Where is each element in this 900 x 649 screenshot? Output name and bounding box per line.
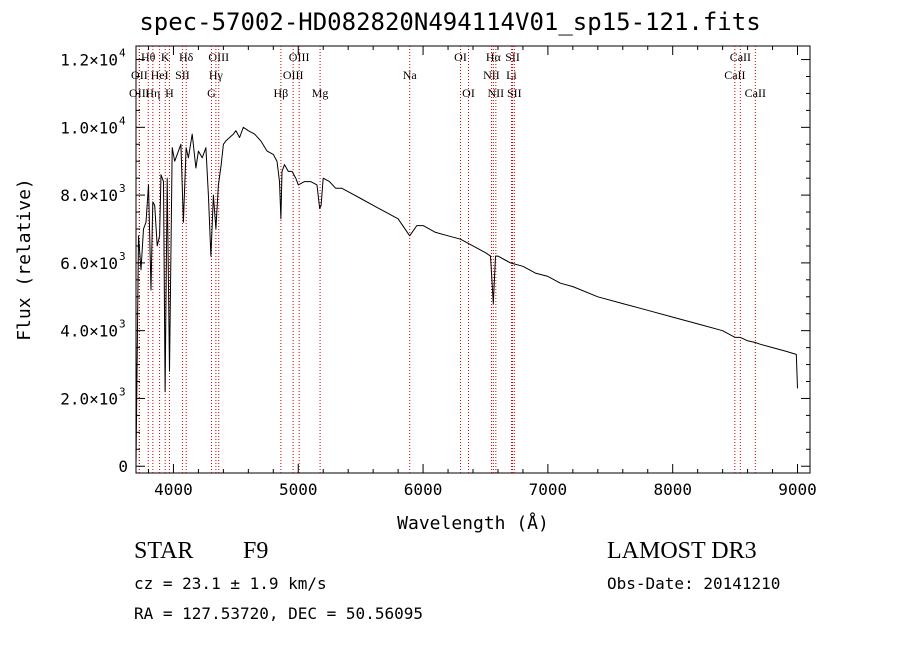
line-label: Hγ xyxy=(209,68,224,82)
survey-name: LAMOST DR3 xyxy=(607,538,757,564)
line-label: OIII xyxy=(208,50,229,64)
line-label: Hα xyxy=(486,50,502,64)
y-tick-label: 1.0×10 xyxy=(60,118,118,137)
line-label: K xyxy=(161,50,170,64)
line-label: Hθ xyxy=(141,50,156,64)
spectrum-line xyxy=(135,126,798,467)
x-tick-label: 4000 xyxy=(154,480,193,499)
line-label: SII xyxy=(507,86,522,100)
line-label: OI xyxy=(462,86,475,100)
line-label: CaII xyxy=(730,50,751,64)
coordinates: RA = 127.53720, DEC = 50.56095 xyxy=(134,604,423,623)
y-tick-exponent: 3 xyxy=(119,250,126,263)
redshift-value: cz = 23.1 ± 1.9 km/s xyxy=(134,574,327,593)
chart-title: spec-57002-HD082820N494114V01_sp15-121.f… xyxy=(139,8,761,36)
obs-date: Obs-Date: 20141210 xyxy=(607,574,781,593)
line-label: G xyxy=(207,86,216,100)
y-tick-exponent: 4 xyxy=(119,47,126,60)
line-label: Na xyxy=(403,68,418,82)
y-tick-label: 0 xyxy=(118,457,128,476)
line-label: Hδ xyxy=(179,50,194,64)
x-tick-label: 6000 xyxy=(404,480,443,499)
line-label: NII xyxy=(488,86,505,100)
x-tick-label: 5000 xyxy=(279,480,318,499)
line-label: OII xyxy=(131,68,148,82)
x-axis-label: Wavelength (Å) xyxy=(397,512,549,534)
y-tick-exponent: 3 xyxy=(119,182,126,195)
line-label: Hβ xyxy=(274,86,289,100)
spectral-subclass: F9 xyxy=(243,538,269,564)
line-label: Hη xyxy=(145,86,160,100)
line-label: CaII xyxy=(724,68,745,82)
x-tick-label: 8000 xyxy=(653,480,692,499)
y-tick-exponent: 3 xyxy=(119,385,126,398)
line-label: OIII xyxy=(289,50,310,64)
object-class: STAR xyxy=(134,538,194,564)
y-tick-label: 2.0×10 xyxy=(60,389,118,408)
line-label: Mg xyxy=(312,86,329,100)
line-label: H xyxy=(165,86,174,100)
y-tick-exponent: 4 xyxy=(119,114,126,127)
line-label: OIII xyxy=(283,68,304,82)
line-label: CaII xyxy=(745,86,766,100)
y-tick-label: 1.2×10 xyxy=(60,51,118,70)
y-tick-label: 6.0×10 xyxy=(60,254,118,273)
line-label: OI xyxy=(454,50,467,64)
y-tick-exponent: 3 xyxy=(119,318,126,331)
x-tick-label: 9000 xyxy=(778,480,817,499)
y-tick-label: 4.0×10 xyxy=(60,322,118,341)
line-label: HeI xyxy=(151,68,169,82)
line-label: Li xyxy=(506,68,517,82)
line-label: SII xyxy=(505,50,520,64)
line-label: SII xyxy=(175,68,190,82)
y-axis-label: Flux (relative) xyxy=(14,178,35,341)
line-label: NII xyxy=(483,68,500,82)
x-tick-label: 7000 xyxy=(529,480,568,499)
y-tick-label: 8.0×10 xyxy=(60,186,118,205)
plot-frame xyxy=(135,45,811,474)
